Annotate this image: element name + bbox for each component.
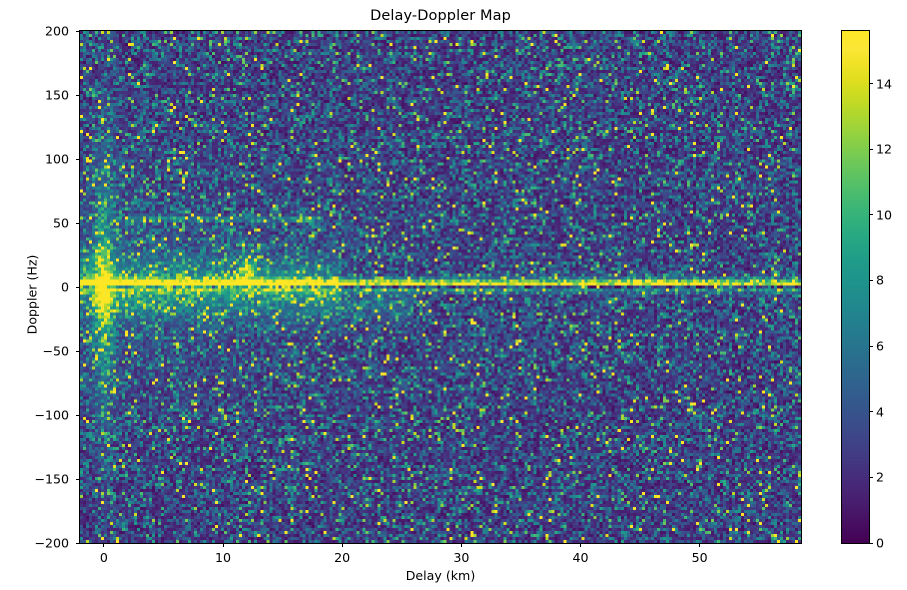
colorbar-tick-mark: [869, 345, 873, 347]
y-tick-label: 200: [44, 23, 69, 39]
x-tick-label: 40: [572, 550, 589, 565]
x-tick-mark: [103, 543, 105, 547]
colorbar-tick-label: 0: [876, 535, 885, 551]
heatmap-plot-area: [78, 29, 802, 544]
x-tick-label: 10: [214, 550, 232, 565]
y-tick-label: −50: [42, 343, 69, 359]
x-tick-mark: [222, 543, 224, 547]
y-tick-label: −100: [34, 407, 69, 423]
y-tick-label: 100: [44, 151, 69, 167]
colorbar-tick-mark: [869, 279, 873, 282]
y-tick-mark: [76, 542, 80, 544]
x-tick-mark: [341, 543, 343, 547]
x-tick-label: 30: [453, 550, 470, 565]
x-axis-label: Delay (km): [405, 568, 476, 583]
x-tick-label: 50: [691, 550, 708, 565]
y-tick-mark: [76, 94, 80, 96]
y-tick-mark: [76, 478, 80, 480]
x-tick-mark: [580, 543, 582, 547]
y-axis-label: Doppler (Hz): [24, 254, 40, 335]
colorbar-tick-label: 8: [876, 272, 885, 288]
colorbar-tick-mark: [869, 83, 873, 85]
y-tick-label: −200: [34, 535, 69, 551]
colorbar-tick-mark: [869, 542, 873, 544]
x-tick-label: 20: [334, 550, 351, 565]
delay-doppler-heatmap: [79, 30, 801, 543]
x-tick-mark: [699, 543, 701, 547]
colorbar-tick-label: 4: [876, 404, 885, 420]
y-tick-mark: [76, 286, 80, 288]
y-tick-label: 50: [52, 215, 69, 231]
colorbar-tick-label: 10: [876, 207, 893, 223]
page-title: Delay-Doppler Map: [370, 8, 511, 24]
y-tick-mark: [76, 158, 80, 160]
y-tick-label: 150: [44, 87, 69, 103]
x-tick-mark: [460, 543, 462, 547]
colorbar-tick-label: 6: [876, 338, 885, 354]
colorbar-tick-mark: [869, 148, 873, 150]
y-tick-mark: [76, 222, 80, 224]
y-tick-label: −150: [34, 471, 69, 487]
y-tick-label: 0: [60, 279, 69, 295]
colorbar-tick-label: 12: [876, 141, 893, 157]
colorbar-tick-mark: [869, 476, 873, 478]
y-tick-mark: [76, 30, 80, 32]
colorbar: [840, 29, 870, 544]
y-tick-mark: [76, 350, 80, 352]
colorbar-tick-mark: [869, 411, 873, 413]
colorbar-tick-label: 14: [876, 76, 893, 91]
y-tick-mark: [76, 414, 80, 416]
colorbar-tick-mark: [869, 214, 873, 216]
colorbar-tick-label: 2: [876, 469, 885, 485]
x-tick-label: 0: [99, 550, 108, 565]
colorbar-gradient: [841, 30, 869, 543]
